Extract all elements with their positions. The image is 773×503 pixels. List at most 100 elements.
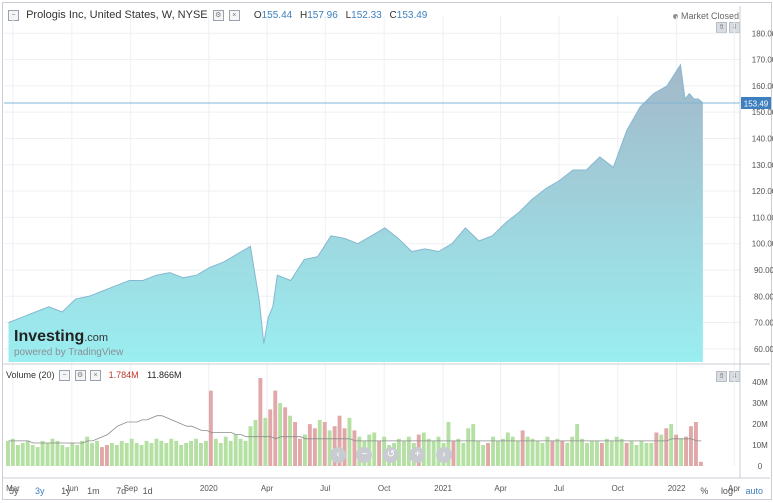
volume-bar bbox=[446, 422, 451, 466]
volume-bar bbox=[100, 447, 104, 466]
scroll-right-icon[interactable]: › bbox=[435, 447, 452, 463]
y-tick-label: 90.00 bbox=[754, 266, 773, 275]
volume-close-icon[interactable]: × bbox=[90, 370, 102, 382]
volume-bar bbox=[679, 438, 683, 466]
y-tick-label: 80.00 bbox=[754, 292, 773, 301]
range-1y[interactable]: 1y bbox=[61, 486, 71, 496]
volume-bar bbox=[481, 445, 486, 466]
range-1m[interactable]: 1m bbox=[87, 486, 100, 496]
volume-bar bbox=[402, 440, 406, 466]
volume-bar bbox=[189, 440, 193, 466]
status-dot-icon bbox=[672, 14, 678, 20]
volume-y-tick-label: 0 bbox=[758, 462, 763, 471]
y-tick-label: 60.00 bbox=[754, 345, 773, 354]
price-line bbox=[8, 63, 704, 344]
volume-bar bbox=[525, 436, 530, 466]
volume-bar bbox=[332, 426, 337, 466]
volume-bar bbox=[307, 424, 312, 466]
zoom-in-icon[interactable]: + bbox=[409, 447, 426, 463]
y-tick-label: 160.00 bbox=[752, 82, 773, 91]
settings-icon[interactable]: ⚙ bbox=[212, 9, 224, 21]
volume-ma-value: 11.866M bbox=[147, 370, 182, 380]
range-1d[interactable]: 1d bbox=[142, 486, 153, 496]
volume-y-tick-label: 40M bbox=[752, 378, 768, 387]
volume-bar bbox=[6, 440, 10, 466]
volume-bar bbox=[149, 443, 154, 466]
reset-icon[interactable]: ↺ bbox=[382, 447, 399, 463]
investing-logo[interactable]: Investing.com powered by TradingView bbox=[14, 328, 123, 358]
volume-label: Volume (20) bbox=[6, 370, 55, 380]
volume-bar bbox=[20, 443, 25, 466]
volume-bar bbox=[555, 438, 560, 466]
volume-bar bbox=[580, 438, 584, 466]
volume-bar bbox=[199, 443, 203, 466]
volume-bar bbox=[233, 434, 238, 466]
x-tick-label: Apr bbox=[494, 484, 507, 493]
move-up-icon[interactable]: ⇧ bbox=[716, 22, 727, 33]
volume-bar bbox=[698, 461, 703, 466]
volume-bar bbox=[223, 436, 228, 466]
volume-bar bbox=[501, 438, 505, 466]
log-toggle[interactable]: log bbox=[720, 486, 733, 496]
volume-bar bbox=[109, 443, 114, 466]
x-tick-label: Jun bbox=[65, 484, 78, 493]
volume-bar bbox=[85, 436, 90, 466]
volume-bar bbox=[639, 440, 644, 466]
volume-bar bbox=[456, 438, 461, 466]
close-icon[interactable]: × bbox=[228, 9, 240, 21]
x-tick-label: Oct bbox=[612, 484, 625, 493]
x-tick-label: Apr bbox=[728, 484, 741, 493]
range-7d[interactable]: 7d bbox=[116, 486, 127, 496]
volume-bar bbox=[40, 440, 45, 466]
volume-bar bbox=[510, 436, 515, 466]
volume-bar bbox=[694, 422, 698, 466]
volume-bar bbox=[10, 438, 15, 466]
volume-bar bbox=[293, 422, 297, 466]
auto-toggle[interactable]: auto bbox=[745, 486, 763, 496]
volume-bar bbox=[164, 443, 169, 466]
volume-bar bbox=[669, 424, 674, 466]
volume-collapse-icon[interactable]: − bbox=[59, 370, 71, 382]
volume-bar bbox=[614, 436, 619, 466]
range-3y[interactable]: 3y bbox=[35, 486, 45, 496]
volume-move-up-icon[interactable]: ⇧ bbox=[716, 371, 727, 382]
volume-ma-line bbox=[8, 415, 702, 444]
volume-bar bbox=[347, 417, 352, 466]
volume-y-tick-label: 20M bbox=[752, 420, 768, 429]
volume-bar bbox=[372, 432, 377, 466]
volume-bar bbox=[575, 424, 580, 466]
volume-bar bbox=[55, 440, 60, 466]
volume-bar bbox=[194, 438, 198, 466]
volume-bar bbox=[352, 430, 357, 466]
chart-header: − Prologis Inc, United States, W, NYSE ⚙… bbox=[6, 9, 427, 25]
volume-bar bbox=[174, 440, 179, 466]
volume-bar bbox=[65, 447, 70, 466]
volume-bar bbox=[30, 445, 35, 466]
zoom-out-icon[interactable]: − bbox=[356, 447, 373, 463]
x-tick-label: Apr bbox=[261, 484, 274, 493]
percent-toggle[interactable]: % bbox=[700, 486, 709, 496]
range-5y[interactable]: 5y bbox=[9, 486, 19, 496]
close-value: 153.49 bbox=[396, 10, 428, 21]
volume-bar bbox=[342, 428, 347, 466]
volume-bar bbox=[684, 436, 688, 466]
volume-bar bbox=[80, 440, 85, 466]
volume-bar bbox=[431, 440, 436, 466]
volume-bar bbox=[604, 438, 609, 466]
powered-by-tradingview: powered by TradingView bbox=[14, 347, 124, 358]
volume-bar bbox=[243, 440, 248, 466]
scroll-left-icon[interactable]: ‹ bbox=[330, 447, 346, 463]
volume-bar bbox=[95, 440, 99, 466]
volume-bar bbox=[624, 443, 629, 466]
volume-bar bbox=[50, 438, 55, 466]
volume-bar bbox=[154, 438, 159, 466]
volume-settings-icon[interactable]: ⚙ bbox=[74, 370, 86, 382]
volume-bar bbox=[421, 432, 426, 466]
y-tick-label: 180.00 bbox=[752, 29, 773, 38]
volume-bar bbox=[208, 390, 213, 466]
volume-bar bbox=[327, 430, 332, 466]
ohlc-readout: O155.44 H157.96 L152.33 C153.49 bbox=[253, 10, 428, 21]
collapse-icon[interactable]: − bbox=[8, 9, 19, 21]
chart-navigation: ‹ − ↺ + › bbox=[330, 444, 458, 463]
